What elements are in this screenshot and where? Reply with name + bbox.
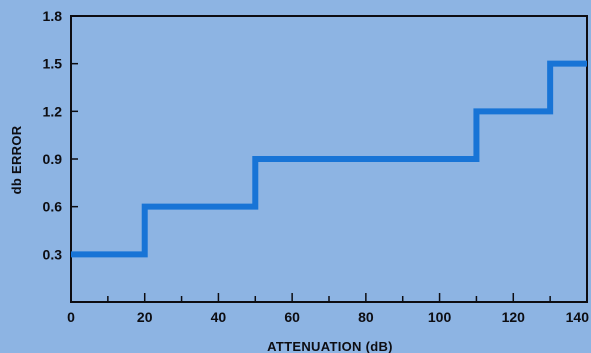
x-axis-ticks: 0 20 40 60 80 100 120 140 bbox=[67, 293, 589, 325]
y-tick-label: 1.8 bbox=[43, 8, 63, 24]
y-tick-label: 1.2 bbox=[43, 103, 63, 119]
x-tick-label: 80 bbox=[358, 309, 374, 325]
y-tick-label: 0.9 bbox=[43, 151, 63, 167]
series-step-line bbox=[71, 60, 587, 258]
x-tick-label: 20 bbox=[137, 309, 153, 325]
series-layer bbox=[70, 60, 588, 258]
x-axis-title: ATTENUATION (dB) bbox=[267, 339, 393, 353]
x-tick-label: 140 bbox=[566, 309, 590, 325]
x-tick-label: 0 bbox=[67, 309, 75, 325]
x-tick-label: 60 bbox=[284, 309, 300, 325]
y-tick-label: 1.5 bbox=[43, 56, 63, 72]
y-axis-title: db ERROR bbox=[9, 125, 24, 194]
y-tick-label: 0.3 bbox=[43, 246, 63, 262]
x-tick-label: 100 bbox=[428, 309, 452, 325]
y-tick-label: 0.6 bbox=[43, 199, 63, 215]
x-tick-label: 120 bbox=[502, 309, 526, 325]
x-tick-label: 40 bbox=[211, 309, 227, 325]
y-axis-ticks: 0.3 0.6 0.9 1.2 1.5 1.8 bbox=[43, 8, 78, 262]
